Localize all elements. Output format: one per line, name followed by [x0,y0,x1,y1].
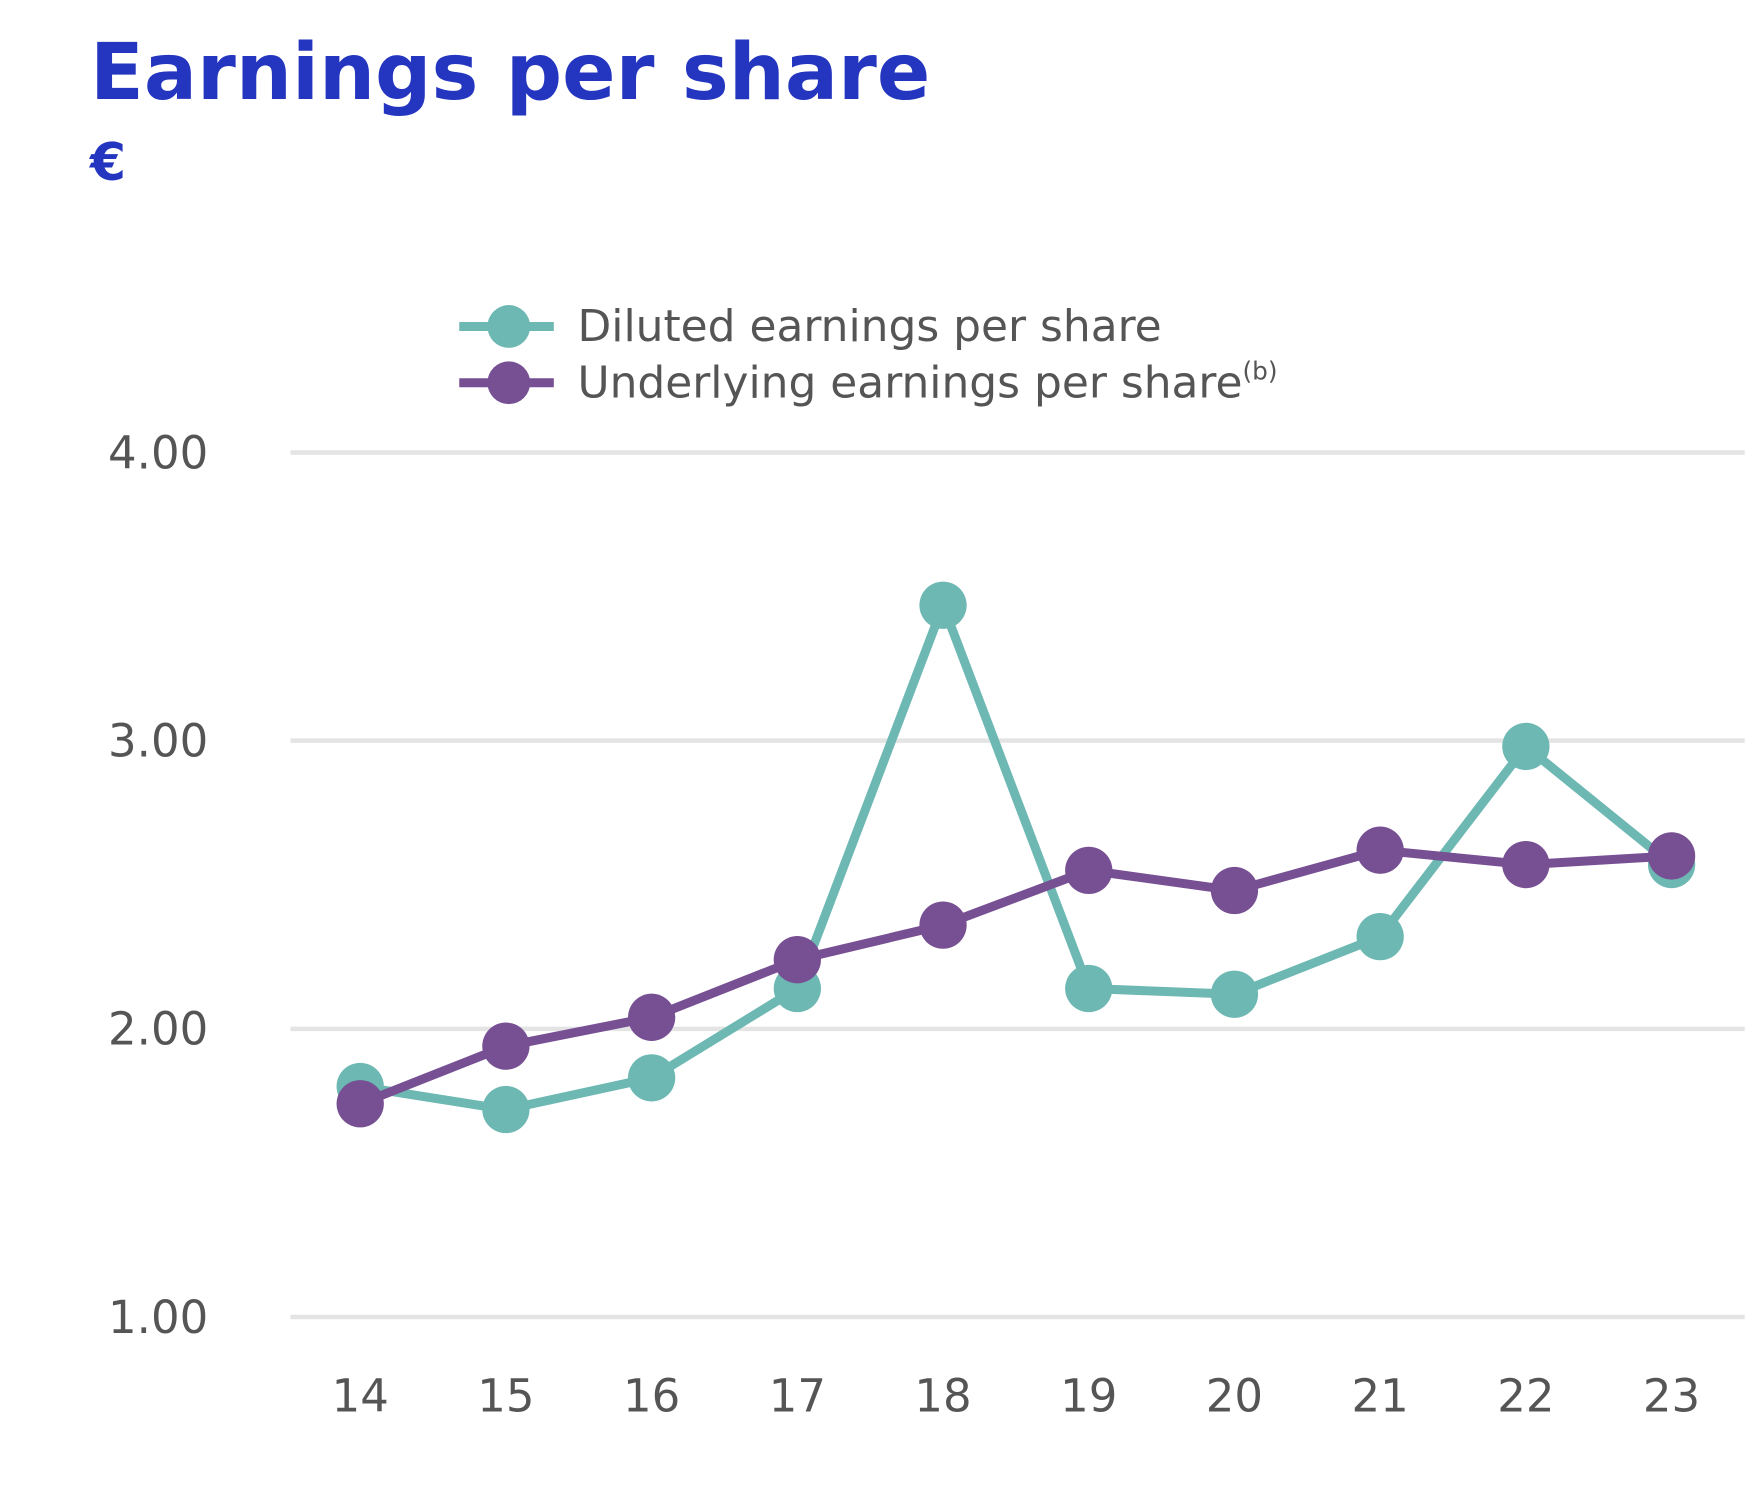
data-point [1210,970,1259,1018]
y-axis: 1.00 2.00 3.00 4.00 [108,426,208,1343]
x-axis: 14 15 16 17 18 19 20 21 22 23 [332,1370,1701,1423]
x-tick-label: 15 [477,1370,534,1423]
data-point [1065,846,1113,894]
x-tick-label: 14 [332,1370,389,1423]
x-tick-label: 16 [623,1370,680,1423]
data-point [919,581,967,629]
gridlines [290,450,1745,1320]
series-line [359,600,1675,1115]
data-point [1502,840,1550,889]
x-tick-label: 20 [1206,1370,1263,1423]
data-point [627,993,676,1041]
data-point [1502,722,1550,771]
data-point [773,936,821,984]
data-point [482,1085,530,1134]
data-point [1356,912,1404,961]
y-tick-label: 4.00 [108,426,208,479]
series-group [336,581,1696,1134]
series-underlying [336,826,1696,1128]
y-tick-label: 1.00 [108,1291,208,1344]
x-tick-label: 17 [769,1370,826,1423]
legend-footnote-marker: (b) [1243,356,1278,385]
data-point [482,1022,530,1070]
x-tick-label: 23 [1643,1370,1700,1423]
legend: Diluted earnings per share Underlying ea… [459,301,1278,408]
data-point [1065,964,1113,1013]
data-point [336,1080,384,1128]
data-point [1210,866,1259,915]
legend-label-underlying: Underlying earnings per share [577,357,1242,408]
y-tick-label: 2.00 [108,1003,208,1056]
x-tick-label: 21 [1352,1370,1409,1423]
x-tick-label: 18 [914,1370,971,1423]
legend-item-diluted: Diluted earnings per share [459,301,1162,352]
data-point [627,1054,676,1102]
data-point [1647,832,1696,880]
legend-marker-diluted [487,305,531,348]
y-tick-label: 3.00 [108,714,208,767]
x-tick-label: 19 [1060,1370,1117,1423]
svg-text:Underlying earnings per share(: Underlying earnings per share(b) [577,356,1277,408]
x-tick-label: 22 [1497,1370,1554,1423]
data-point [1356,826,1404,874]
legend-label-diluted: Diluted earnings per share [577,301,1161,352]
chart-title: Earnings per share [90,26,930,118]
legend-item-underlying: Underlying earnings per share(b) [459,356,1278,408]
legend-marker-underlying [487,361,531,405]
data-point [919,901,967,949]
chart-subtitle: € [89,133,126,193]
series-line [358,845,1672,1108]
